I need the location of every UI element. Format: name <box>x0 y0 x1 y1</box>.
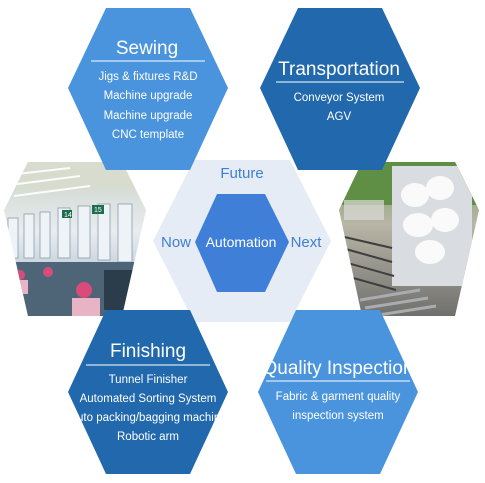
quality-inspection-item: Fabric & garment quality <box>276 391 401 403</box>
sewing-item: Machine upgrade <box>104 110 193 122</box>
sewing-item: CNC template <box>112 129 184 141</box>
svg-text:15: 15 <box>94 207 102 214</box>
transportation-hexagon: Transportation Conveyor System AGV <box>260 8 420 170</box>
center-label-future: Future <box>220 165 263 182</box>
transportation-title: Transportation <box>278 59 400 80</box>
sewing-item: Jigs & fixtures R&D <box>98 71 197 83</box>
finishing-hexagon: Finishing Tunnel Finisher Automated Sort… <box>68 310 228 474</box>
finishing-title: Finishing <box>110 341 186 362</box>
sewing-item: Machine upgrade <box>104 90 193 102</box>
finishing-item: Automated Sorting System <box>80 393 217 405</box>
center-label-next: Next <box>291 234 323 251</box>
finishing-item: Tunnel Finisher <box>109 374 188 386</box>
svg-text:14: 14 <box>64 212 72 219</box>
transportation-item: Conveyor System <box>294 92 385 104</box>
center-hexagon: Future Now Next Automation <box>153 160 331 322</box>
finishing-item: Robotic arm <box>117 431 179 443</box>
transportation-item: AGV <box>327 111 352 123</box>
sewing-hexagon: Sewing Jigs & fixtures R&D Machine upgra… <box>68 8 228 170</box>
center-label-now: Now <box>161 234 191 251</box>
center-inner-hexagon <box>195 194 289 292</box>
quality-inspection-item: inspection system <box>292 410 383 422</box>
roller-conveyor-photo <box>339 162 479 316</box>
quality-inspection-hexagon: Quality Inspection Fabric & garment qual… <box>258 310 418 474</box>
center-label-automation: Automation <box>206 234 277 250</box>
sewing-title: Sewing <box>116 38 178 59</box>
factory-floor-photo: 14 15 <box>4 162 146 316</box>
finishing-item: Auto packing/bagging machine <box>69 412 226 424</box>
quality-inspection-title: Quality Inspection <box>262 358 413 379</box>
